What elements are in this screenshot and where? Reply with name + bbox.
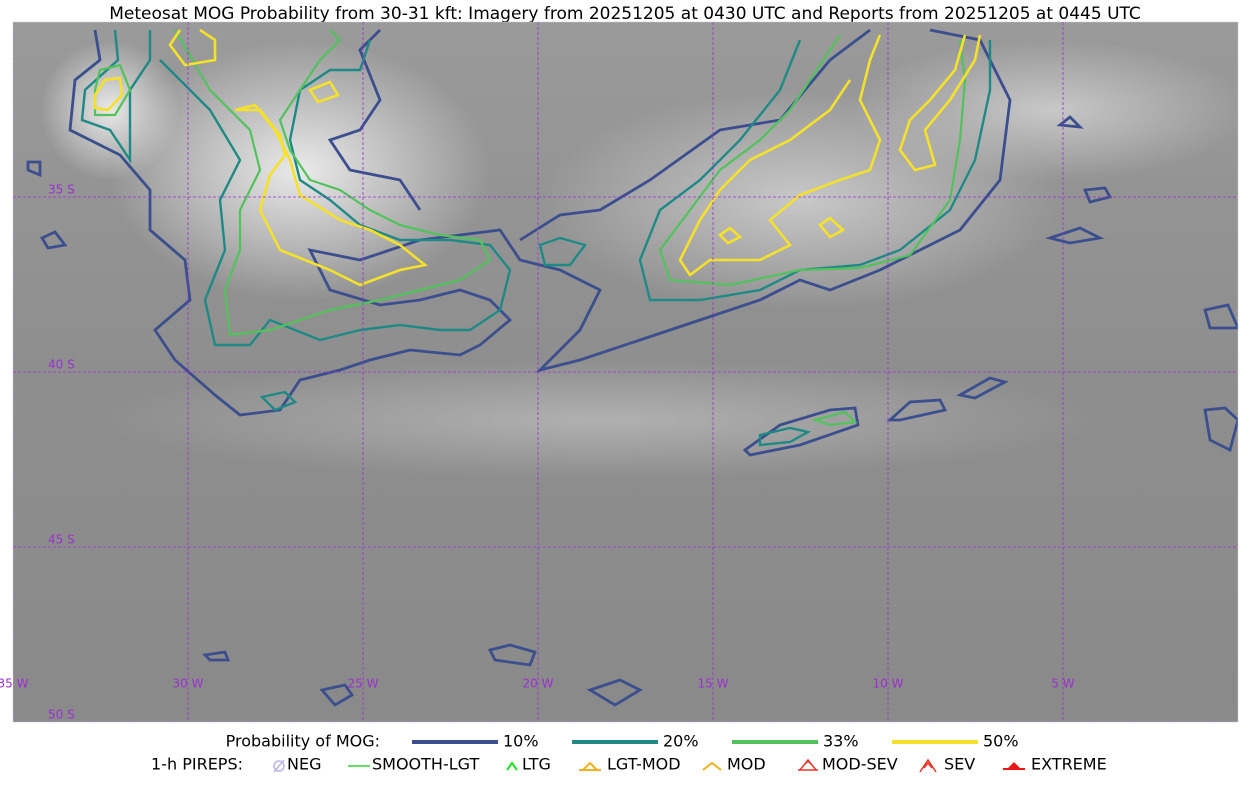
latitude-label: 50 S	[48, 708, 75, 722]
latitude-label: 35 S	[48, 183, 75, 197]
pirep-symbol	[702, 761, 722, 771]
legend: Probability of MOG: 10% 20% 33% 50% 1-h PIREP…	[151, 732, 1107, 774]
pirep-symbol	[919, 758, 937, 773]
longitude-label: 30 W	[173, 677, 204, 691]
pirep-symbol	[579, 761, 601, 771]
longitude-label: 5 W	[1051, 677, 1074, 691]
legend-label: LTG	[522, 755, 551, 774]
legend-label: 50%	[983, 732, 1019, 751]
pirep-symbol	[1007, 762, 1021, 769]
legend-title: Probability of MOG:	[226, 732, 380, 751]
latitude-label: 45 S	[48, 533, 75, 547]
pirep-symbol	[798, 758, 818, 771]
longitude-label: 25 W	[348, 677, 379, 691]
graticule	[13, 22, 1238, 722]
legend-label: MOD-SEV	[822, 755, 898, 774]
contours	[26, 28, 1238, 707]
title: Meteosat MOG Probability from 30-31 kft:…	[109, 4, 1141, 24]
legend-label: 20%	[663, 732, 699, 751]
pirep-symbol	[506, 761, 518, 771]
pirep-symbol	[273, 760, 285, 772]
legend-label: SEV	[944, 755, 975, 774]
longitude-label: 15 W	[698, 677, 729, 691]
legend-label: LGT-MOD	[607, 755, 681, 774]
legend-label: 33%	[823, 732, 859, 751]
legend-label: MOD	[727, 755, 766, 774]
legend-label: EXTREME	[1031, 755, 1107, 774]
latitude-label: 40 S	[48, 358, 75, 372]
map	[13, 22, 1238, 722]
map-frame	[12, 21, 1239, 723]
legend-label: NEG	[287, 755, 321, 774]
longitude-label: 35 W	[0, 677, 29, 691]
longitude-label: 10 W	[873, 677, 904, 691]
legend-title: 1-h PIREPS:	[151, 755, 243, 774]
legend-label: 10%	[503, 732, 539, 751]
graticule-labels: 35 W 30 W 25 W 20 W 15 W 10 W 5 W 35 S 40 S 45 S 5…	[0, 183, 1075, 722]
pirep-symbol	[273, 759, 285, 773]
longitude-label: 20 W	[523, 677, 554, 691]
legend-label: SMOOTH-LGT	[372, 755, 479, 774]
